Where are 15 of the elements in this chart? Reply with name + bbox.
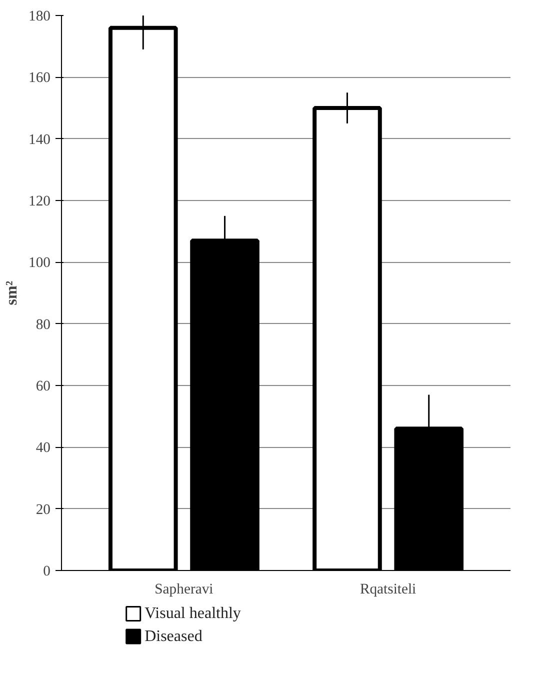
y-tick-label: 160 bbox=[28, 70, 50, 86]
legend-label: Visual healthly bbox=[144, 605, 241, 622]
y-tick-label: 120 bbox=[28, 194, 50, 210]
y-tick-label: 60 bbox=[36, 378, 50, 394]
y-tick-label: 80 bbox=[36, 316, 50, 333]
y-tick-label: 140 bbox=[28, 132, 50, 148]
y-axis-title: sm² bbox=[4, 280, 21, 306]
x-tick-label: Rqatsiteli bbox=[360, 582, 416, 598]
y-tick-label: 20 bbox=[36, 502, 50, 518]
y-tick-label: 180 bbox=[28, 8, 50, 24]
y-tick-label: 40 bbox=[36, 440, 50, 456]
y-tick-label: 100 bbox=[28, 255, 50, 272]
y-tick-label: 0 bbox=[43, 564, 50, 580]
x-tick-label: Sapheravi bbox=[154, 582, 214, 598]
legend-label: Diseased bbox=[144, 628, 202, 645]
